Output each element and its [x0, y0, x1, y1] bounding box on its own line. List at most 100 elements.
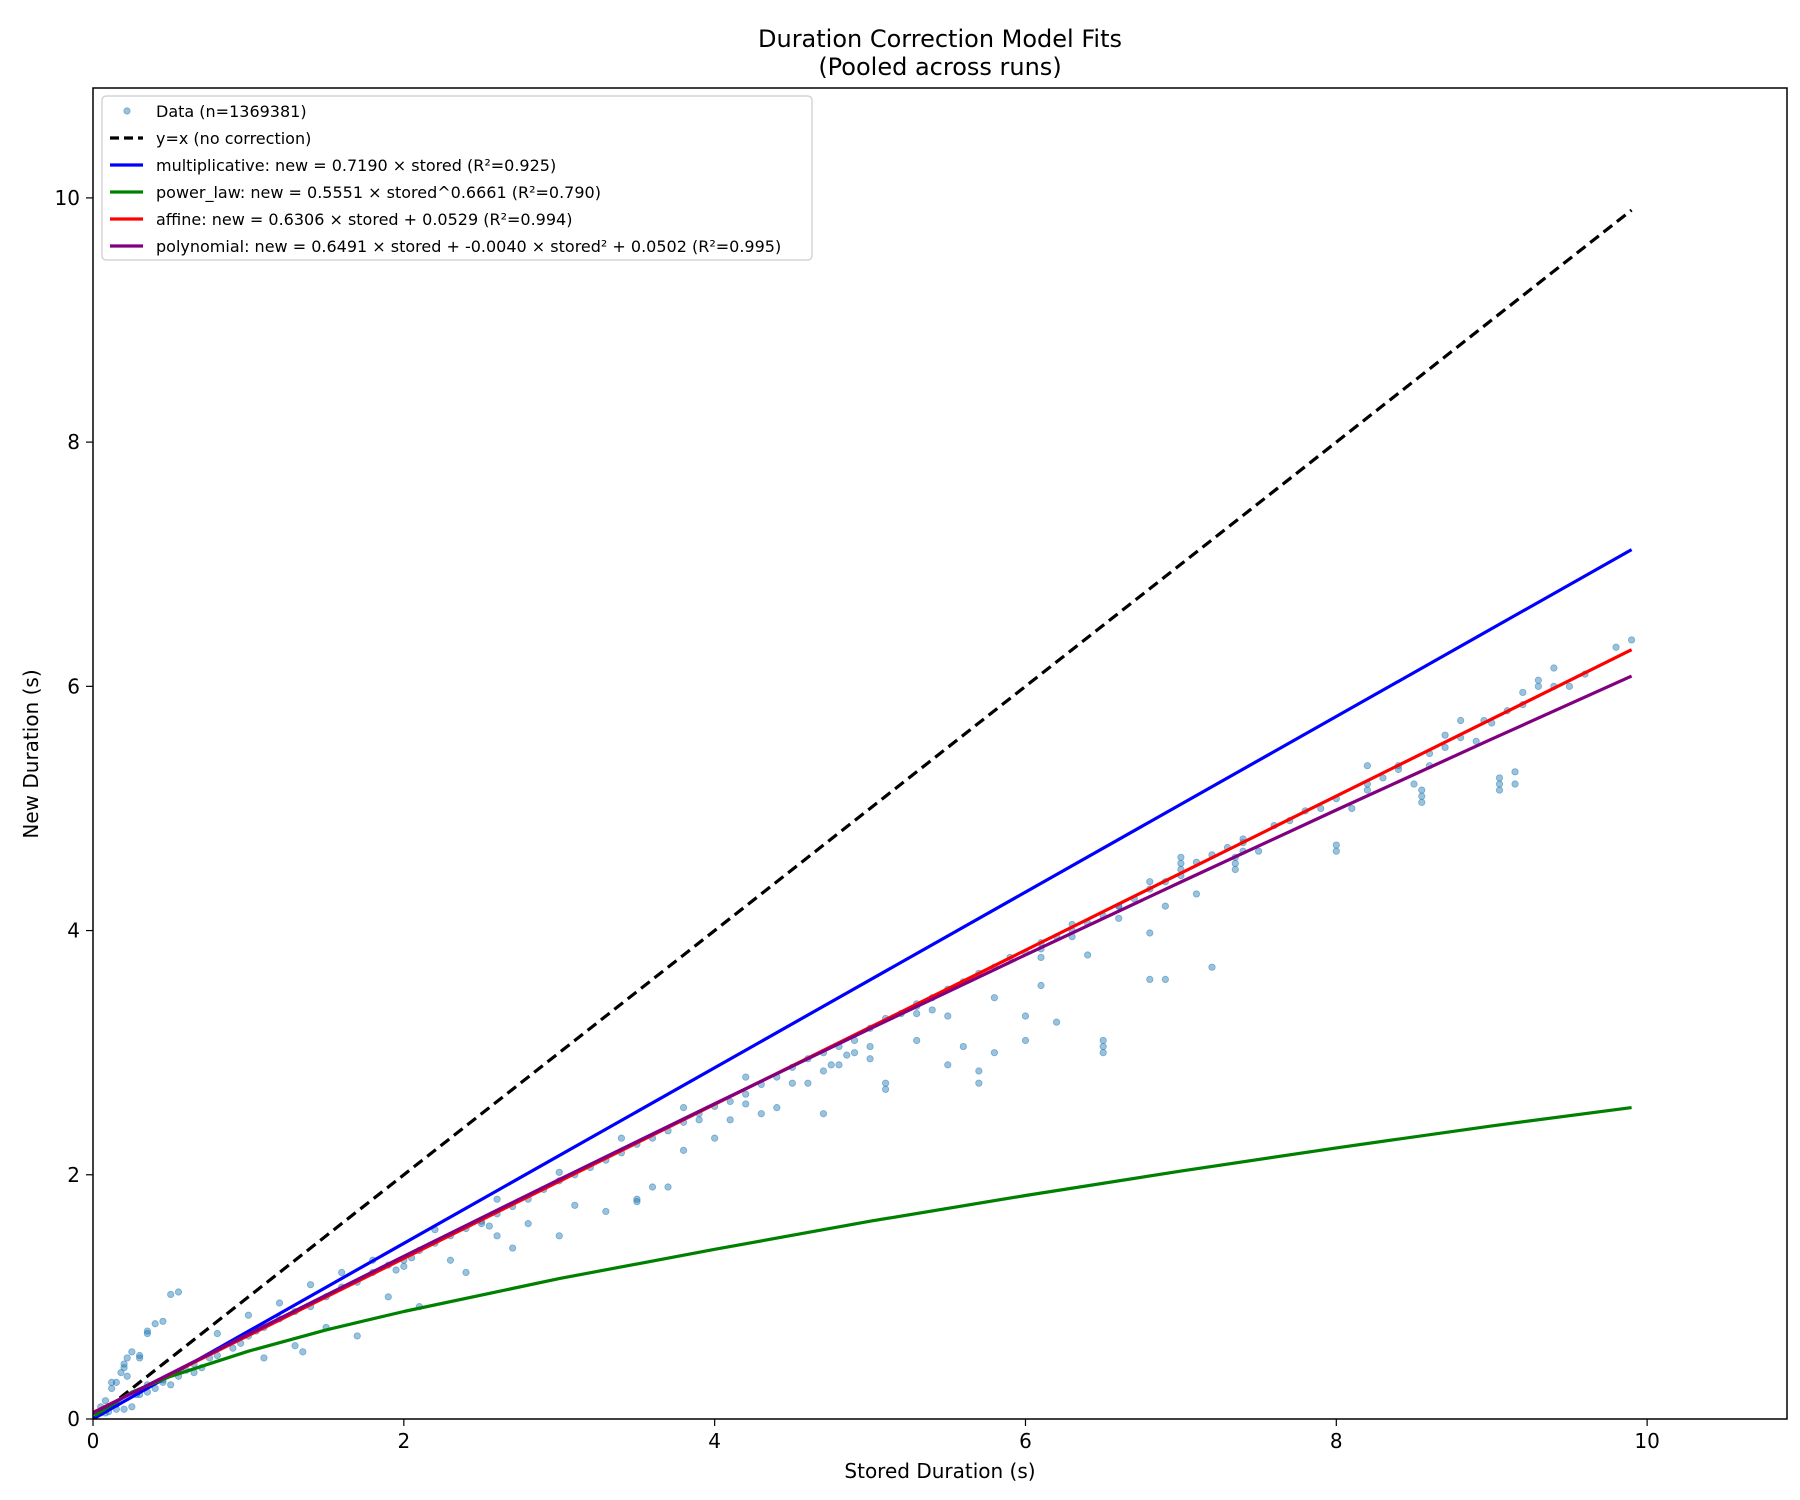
x-tick-label: 2	[397, 1429, 410, 1453]
data-point	[1418, 798, 1426, 806]
data-point	[711, 1134, 719, 1142]
data-point	[944, 1061, 952, 1069]
data-point	[229, 1344, 237, 1352]
data-point	[1565, 682, 1574, 690]
data-point	[913, 1036, 921, 1045]
data-point	[1099, 1042, 1107, 1051]
data-point	[1231, 859, 1239, 867]
data-point	[1037, 953, 1045, 962]
data-point	[1115, 914, 1123, 922]
x-tick-label: 10	[1634, 1429, 1659, 1453]
data-point	[928, 1006, 936, 1014]
legend-label: affine: new = 0.6306 × stored + 0.0529 (…	[156, 210, 572, 229]
data-point	[602, 1207, 610, 1216]
data-point	[850, 1049, 859, 1057]
data-point	[392, 1266, 400, 1274]
data-point	[695, 1116, 703, 1124]
legend-item-data: Data (n=1369381)	[123, 102, 307, 121]
data-point	[120, 1364, 128, 1372]
legend-label: multiplicative: new = 0.7190 × stored (R…	[156, 156, 556, 175]
data-point	[485, 1222, 493, 1230]
x-tick-label: 0	[87, 1429, 100, 1453]
data-point	[1084, 951, 1092, 959]
data-point	[1495, 780, 1504, 788]
data-point	[1146, 929, 1154, 937]
data-point	[555, 1168, 563, 1176]
legend-label: power_law: new = 0.5551 × stored^0.6661 …	[156, 183, 601, 203]
data-point	[306, 1281, 315, 1289]
power-law-fit-line	[93, 1106, 1632, 1418]
legend: Data (n=1369381) y=x (no correction) multi…	[101, 95, 813, 261]
data-point	[1208, 963, 1216, 971]
data-point	[123, 1354, 131, 1362]
data-point	[1495, 786, 1504, 794]
data-point	[1519, 688, 1527, 697]
chart-title: Duration Correction Model Fits	[758, 25, 1122, 53]
data-point	[1348, 804, 1356, 813]
data-point	[1550, 664, 1558, 672]
x-tick-label: 8	[1330, 1429, 1343, 1453]
data-point	[1441, 743, 1449, 751]
data-point	[123, 1372, 131, 1380]
data-point	[1021, 1036, 1030, 1045]
data-point	[400, 1262, 408, 1270]
data-point	[1418, 786, 1426, 794]
legend-marker	[123, 107, 131, 115]
data-point	[866, 1042, 874, 1051]
data-point	[819, 1067, 828, 1075]
data-point	[959, 1042, 967, 1051]
y-tick-label: 2	[67, 1163, 80, 1187]
data-point	[1410, 780, 1418, 788]
legend-label: y=x (no correction)	[156, 129, 311, 148]
data-point	[291, 1342, 299, 1350]
data-point	[1021, 1012, 1030, 1020]
legend-item-multiplicative: multiplicative: new = 0.7190 × stored (R…	[110, 156, 556, 175]
multiplicative-fit-line	[93, 548, 1633, 1419]
legend-item-affine: affine: new = 0.6306 × stored + 0.0529 (…	[110, 210, 572, 229]
data-point	[1099, 1049, 1107, 1057]
data-point	[990, 1049, 998, 1057]
data-point	[804, 1079, 812, 1087]
data-point	[275, 1299, 284, 1307]
data-point	[1177, 859, 1185, 867]
data-point	[555, 1232, 563, 1240]
data-point	[128, 1403, 136, 1411]
data-point	[174, 1288, 183, 1296]
data-point	[990, 994, 998, 1002]
data-point	[827, 1061, 835, 1069]
y-axis: 0 2 4 6 8 10	[55, 186, 93, 1431]
data-point	[788, 1079, 796, 1087]
data-point	[882, 1085, 890, 1093]
y-tick-label: 10	[55, 186, 80, 210]
data-point	[338, 1268, 346, 1277]
plot-frame	[92, 87, 1788, 1420]
data-point	[633, 1195, 641, 1203]
y-tick-label: 8	[67, 430, 80, 454]
data-point	[493, 1232, 501, 1240]
data-point	[159, 1317, 167, 1325]
polynomial-fit-line	[93, 674, 1633, 1415]
data-point	[913, 1009, 921, 1018]
data-point	[244, 1311, 253, 1319]
data-point	[1192, 890, 1201, 898]
data-point	[524, 1220, 532, 1228]
data-point	[617, 1134, 626, 1142]
data-point	[151, 1320, 159, 1328]
data-point	[679, 1146, 688, 1154]
data-point	[1099, 1036, 1107, 1045]
data-point	[866, 1055, 874, 1063]
data-point	[1161, 902, 1169, 910]
legend-item-power-law: power_law: new = 0.5551 × stored^0.6661 …	[110, 183, 601, 203]
data-point	[167, 1381, 175, 1389]
data-point	[1612, 643, 1620, 651]
data-point	[1363, 762, 1371, 770]
data-point	[648, 1183, 657, 1191]
data-point	[136, 1354, 144, 1362]
legend-item-identity: y=x (no correction)	[110, 129, 311, 148]
data-point	[120, 1360, 128, 1368]
data-point	[1457, 716, 1465, 725]
data-point	[108, 1384, 116, 1393]
data-point	[664, 1183, 672, 1191]
data-point	[1254, 847, 1263, 855]
